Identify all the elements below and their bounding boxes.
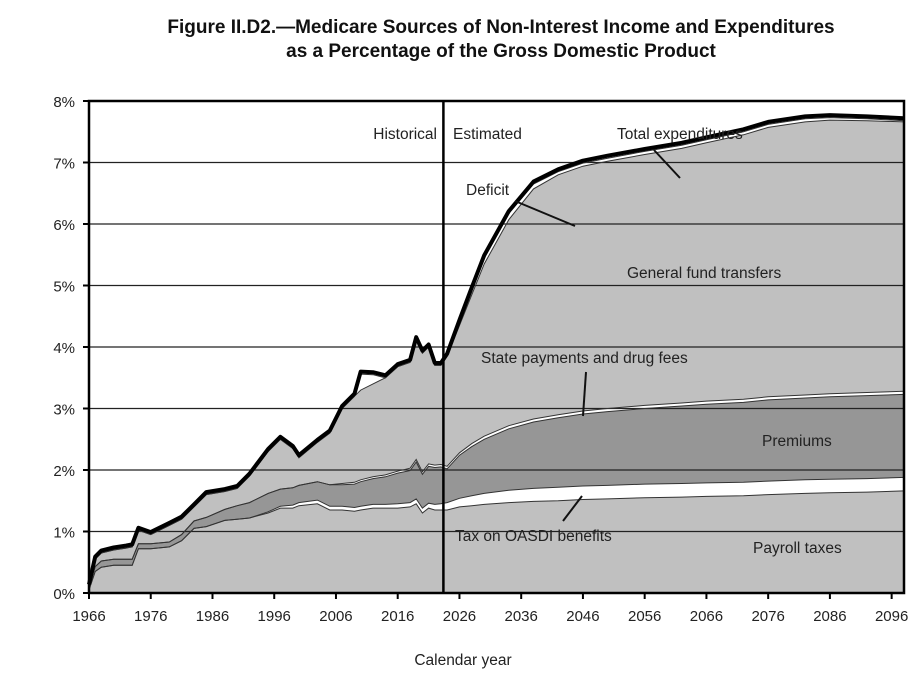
- chart-subtitle: as a Percentage of the Gross Domestic Pr…: [286, 41, 716, 62]
- y-tick-label: 8%: [53, 94, 75, 111]
- y-tick-label: 6%: [53, 217, 75, 234]
- x-tick-label: 2036: [505, 608, 538, 625]
- line-top-state-payments-and-drug-fees: [88, 390, 905, 588]
- y-tick-label: 0%: [53, 586, 75, 603]
- arrow-state-payments: [582, 371, 587, 417]
- y-axis-ticks: 0% 1% 2% 3% 4% 5% 6% 7% 8%: [53, 94, 89, 603]
- annotation-oasdi: Tax on OASDI benefits: [455, 528, 612, 545]
- area-premiums: [89, 394, 904, 590]
- chart-title: Figure II.D2.—Medicare Sources of Non-In…: [167, 17, 835, 38]
- x-tick-label: 1966: [72, 608, 105, 625]
- annotation-general-fund: General fund transfers: [627, 265, 781, 282]
- arrow-deficit: [514, 200, 576, 227]
- line-total-expenditures: [87, 113, 905, 585]
- y-tick-label: 1%: [53, 525, 75, 542]
- x-tick-label: 2056: [628, 608, 661, 625]
- gridlines: [89, 161, 904, 533]
- x-tick-label: 1996: [258, 608, 291, 625]
- y-tick-label: 3%: [53, 402, 75, 419]
- x-tick-label: 2066: [690, 608, 723, 625]
- arrow-oasdi: [562, 495, 583, 522]
- line-top-deficit: [88, 117, 905, 588]
- annotation-premiums: Premiums: [762, 433, 832, 450]
- estimated-label: Estimated: [453, 126, 522, 143]
- x-tick-label: 2086: [813, 608, 846, 625]
- y-tick-label: 7%: [53, 156, 75, 173]
- y-tick-label: 4%: [53, 340, 75, 357]
- annotation-total-expenditures: Total expenditures: [617, 126, 743, 143]
- area-payroll-taxes: [89, 490, 904, 593]
- y-tick-label: 5%: [53, 279, 75, 296]
- x-axis-ticks: 1966 1976 1986 1996 2006 2016 2026 2036 2046 2056…: [72, 593, 908, 625]
- x-tick-label: 2006: [319, 608, 352, 625]
- historical-label: Historical: [373, 126, 437, 143]
- x-tick-label: 2046: [566, 608, 599, 625]
- x-tick-label: 2096: [875, 608, 908, 625]
- line-top-tax-on-oasdi-benefits: [88, 476, 905, 591]
- x-tick-label: 1986: [196, 608, 229, 625]
- x-tick-label: 2076: [751, 608, 784, 625]
- annotation-payroll-taxes: Payroll taxes: [753, 540, 842, 557]
- series-lines: [87, 113, 905, 591]
- x-tick-label: 2016: [381, 608, 414, 625]
- y-tick-label: 2%: [53, 463, 75, 480]
- x-axis-label: Calendar year: [414, 652, 511, 669]
- annotation-deficit: Deficit: [466, 182, 510, 199]
- arrow-total-expenditures: [653, 149, 681, 179]
- annotation-state-payments: State payments and drug fees: [481, 350, 688, 367]
- x-tick-label: 2026: [443, 608, 476, 625]
- x-tick-label: 1976: [134, 608, 167, 625]
